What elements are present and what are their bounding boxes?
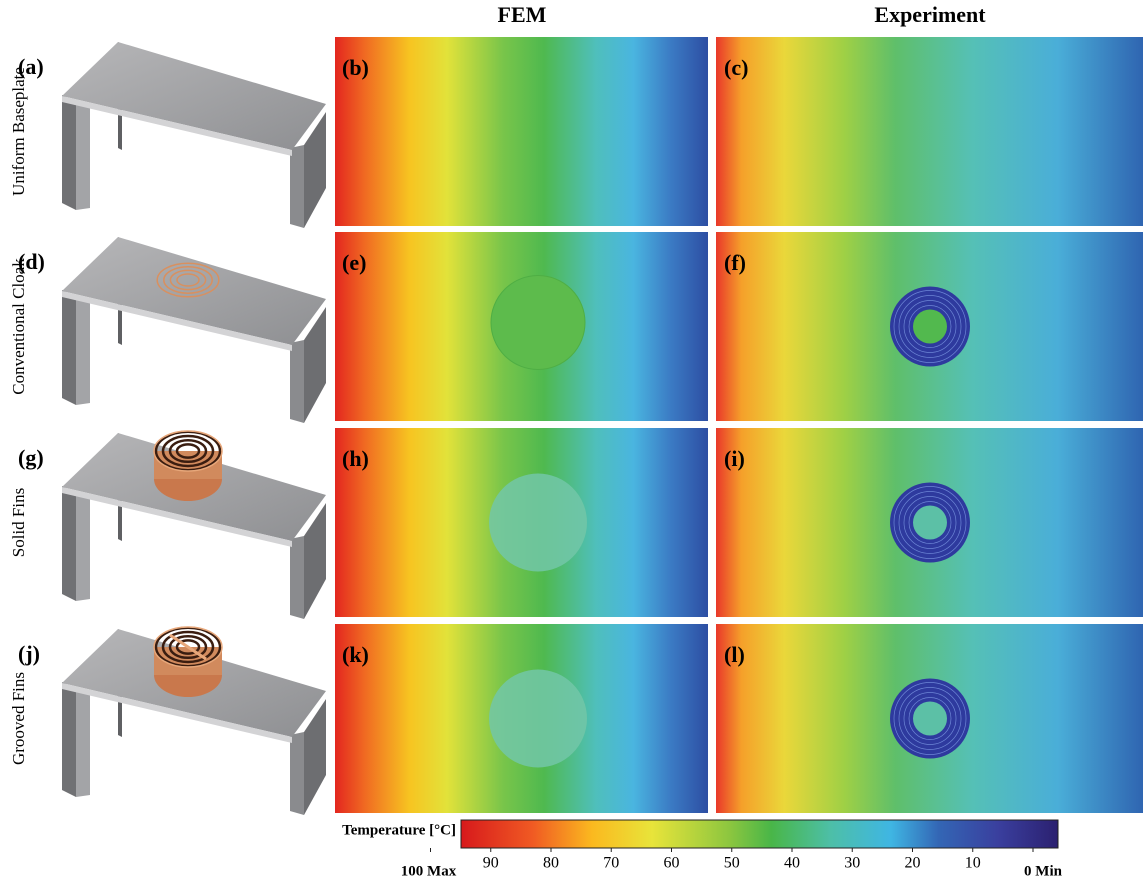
table-leg	[62, 682, 76, 797]
table-render	[62, 237, 326, 423]
colorbar-tick-label: 40	[784, 855, 800, 872]
table-top	[62, 237, 326, 345]
colorbar-tick-label: 70	[603, 855, 619, 872]
exp-center	[913, 702, 947, 736]
table-leg	[304, 307, 326, 423]
fem-cloak	[489, 474, 587, 572]
fem-cloak	[491, 276, 585, 370]
exp-center	[913, 310, 947, 344]
colorbar-label: Temperature [°C]	[342, 822, 456, 838]
table-leg	[62, 95, 76, 210]
row-label: Grooved Fins	[9, 672, 28, 765]
panel-letter: (d)	[18, 249, 45, 274]
row-label: Uniform Baseplate	[9, 67, 28, 196]
table-render	[62, 627, 326, 815]
table-leg	[62, 486, 76, 601]
panel-letter: (a)	[18, 54, 44, 79]
table-leg	[62, 290, 76, 405]
panel-letter: (e)	[342, 250, 366, 275]
colorbar-tick-label: 60	[664, 855, 680, 872]
panel-letter: (j)	[18, 641, 40, 666]
table-leg	[290, 732, 304, 815]
panel-letter: (c)	[724, 55, 748, 80]
table-leg	[76, 689, 90, 797]
table-leg	[304, 112, 326, 228]
table-leg	[290, 145, 304, 228]
colorbar-tick-label: 10	[965, 855, 981, 872]
table-leg	[290, 536, 304, 619]
column-header: FEM	[498, 2, 547, 27]
panel-letter: (h)	[342, 446, 369, 471]
colorbar-tick-label: 30	[844, 855, 860, 872]
figure: FEM Experiment Temperature [°C] Uniform …	[0, 0, 1147, 881]
panel-letter: (g)	[18, 445, 44, 470]
colorbar-tick-label: 0 Min	[1024, 863, 1063, 879]
panel-letter: (i)	[724, 446, 745, 471]
table-leg	[76, 493, 90, 601]
panel-letter: (k)	[342, 642, 369, 667]
table-render	[62, 42, 326, 228]
colorbar-tick-label: 80	[543, 855, 559, 872]
colorbar-tick-label: 90	[483, 855, 499, 872]
table-leg	[76, 297, 90, 405]
fem-map	[335, 37, 708, 226]
table-leg	[290, 340, 304, 423]
table-leg	[304, 503, 326, 619]
table-leg	[76, 102, 90, 210]
table-render	[62, 431, 326, 619]
panel-letter: (b)	[342, 55, 369, 80]
row-label: Solid Fins	[9, 488, 28, 557]
colorbar-tick-label: 100 Max	[401, 863, 457, 879]
row-label: Conventional Cloak	[9, 258, 28, 395]
fem-cloak	[489, 670, 587, 768]
table-top	[62, 42, 326, 150]
column-header: Experiment	[874, 2, 986, 27]
panel-letter: (f)	[724, 250, 746, 275]
panel-letter: (l)	[724, 642, 745, 667]
colorbar-tick-label: 50	[724, 855, 740, 872]
table-leg	[304, 699, 326, 815]
experiment-map	[716, 37, 1143, 226]
colorbar	[461, 820, 1058, 848]
colorbar-tick-label: 20	[905, 855, 921, 872]
exp-center	[913, 506, 947, 540]
